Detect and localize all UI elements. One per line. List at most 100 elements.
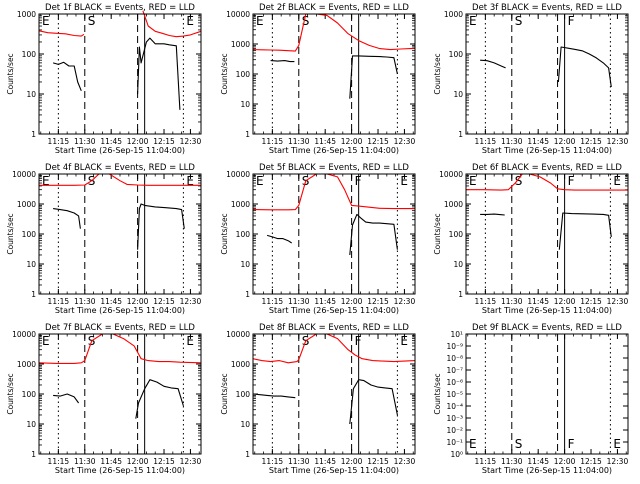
x-tick-label: 11:45 <box>314 457 336 466</box>
x-tick-label: 11:45 <box>527 297 549 306</box>
event-marker-label: F <box>355 334 362 348</box>
y-tick-label: 1 <box>245 290 250 299</box>
x-tick-label: 11:15 <box>262 137 284 146</box>
y-axis-label: Counts/sec <box>433 53 442 94</box>
y-tick-label: 100 <box>236 390 251 399</box>
y-tick-label: 10 <box>453 90 463 99</box>
chart-panel-5: Det 5f BLACK = Events, RED = LLD 1 10 100 10… <box>220 163 416 315</box>
y-tick-label: 1000 <box>231 360 250 369</box>
y-tick-label: 10⁻² <box>446 426 463 435</box>
series-events-line <box>480 59 506 69</box>
y-tick-label: 1000 <box>231 200 250 209</box>
series-events-line <box>557 46 612 88</box>
y-tick-label: 100 <box>22 230 37 239</box>
x-tick-label: 11:45 <box>527 457 549 466</box>
event-marker-label: E <box>400 174 408 188</box>
x-tick-label: 12:15 <box>367 137 389 146</box>
series-events-line <box>349 213 398 256</box>
y-tick-label: 1 <box>31 290 36 299</box>
x-tick-label: 11:30 <box>501 137 523 146</box>
x-tick-label: 11:30 <box>288 297 310 306</box>
series-events-line <box>349 379 398 425</box>
event-marker-label: F <box>355 174 362 188</box>
y-tick-label: 10000 <box>12 330 36 339</box>
chart-title: Det 9f BLACK = Events, RED = LLD <box>472 323 622 333</box>
series-events-line <box>137 37 181 110</box>
y-axis-label: Counts/sec <box>6 213 15 254</box>
x-tick-label: 12:00 <box>341 457 363 466</box>
y-tick-label: 10⁰ <box>450 450 463 459</box>
y-tick-label: 100 <box>236 230 251 239</box>
x-tick-label: 12:30 <box>394 457 416 466</box>
chart-panel-9: Det 9f BLACK = Events, RED = LLD 10⁰ 10⁻¹ 1… <box>433 323 629 475</box>
series-group <box>480 46 612 88</box>
x-axis-label: Start Time (26-Sep-15 11:04:00) <box>269 146 399 155</box>
x-tick-label: 11:30 <box>74 457 96 466</box>
plot-frame <box>252 173 416 295</box>
event-marker-label: S <box>515 14 523 28</box>
x-tick-label: 12:30 <box>607 297 629 306</box>
y-tick-label: 100 <box>449 230 464 239</box>
x-tick-label: 11:45 <box>100 137 122 146</box>
series-events-line <box>266 234 293 244</box>
series-lld-line <box>38 30 85 37</box>
x-tick-label: 12:15 <box>367 457 389 466</box>
x-tick-label: 11:15 <box>48 457 70 466</box>
x-tick-label: 11:45 <box>100 457 122 466</box>
x-tick-label: 12:00 <box>127 297 149 306</box>
x-axis-label: Start Time (26-Sep-15 11:04:00) <box>482 146 612 155</box>
chart-panel-3: Det 3f BLACK = Events, RED = LLD 1 10 100 10… <box>433 3 629 155</box>
event-marker-label: S <box>515 174 523 188</box>
y-tick-label: 1000 <box>17 360 36 369</box>
plot-frame-outline <box>38 173 202 295</box>
event-marker-label: E <box>400 334 408 348</box>
y-axis-label: Counts/sec <box>433 213 442 254</box>
x-axis: 11:15 11:30 11:45 12:00 12:15 12:30 <box>40 334 201 466</box>
x-tick-label: 11:15 <box>475 457 497 466</box>
plot-frame <box>38 173 202 295</box>
x-tick-label: 11:45 <box>100 297 122 306</box>
event-marker-label: E <box>186 334 194 348</box>
plot-frame-outline <box>465 173 629 295</box>
y-tick-label: 10 <box>26 420 36 429</box>
y-tick-label: 10 <box>26 90 36 99</box>
plot-frame-outline <box>465 333 629 455</box>
x-axis-label: Start Time (26-Sep-15 11:04:00) <box>55 306 185 315</box>
x-axis-label: Start Time (26-Sep-15 11:04:00) <box>269 466 399 475</box>
y-tick-label: 1000 <box>17 200 36 209</box>
y-tick-label: 10⁻¹ <box>446 438 463 447</box>
x-tick-label: 12:15 <box>153 457 175 466</box>
plot-frame-outline <box>252 13 416 135</box>
plot-frame-outline <box>252 173 416 295</box>
x-tick-label: 12:30 <box>394 137 416 146</box>
y-tick-label: 1 <box>31 130 36 139</box>
y-axis-label: Counts/sec <box>220 213 229 254</box>
y-tick-label: 100 <box>449 50 464 59</box>
chart-panel-2: Det 2f BLACK = Events, RED = LLD 1 10 100 10… <box>220 3 416 155</box>
x-tick-label: 12:30 <box>394 297 416 306</box>
series-group <box>39 173 201 250</box>
x-tick-label: 12:15 <box>580 457 602 466</box>
series-group <box>252 13 416 99</box>
series-events-line <box>53 208 81 229</box>
y-tick-label: 10⁻³ <box>446 414 463 423</box>
event-marker-label: E <box>469 437 477 451</box>
event-marker-label: E <box>469 14 477 28</box>
y-tick-label: 10¹ <box>450 330 463 339</box>
series-events-line <box>252 393 296 399</box>
series-events-line <box>137 203 185 250</box>
y-tick-label: 1 <box>245 130 250 139</box>
y-tick-label: 10⁻⁵ <box>446 390 463 399</box>
x-tick-label: 11:30 <box>288 137 310 146</box>
plot-frame <box>252 13 416 135</box>
series-events-line <box>53 393 80 404</box>
y-tick-label: 10⁻⁸ <box>446 354 463 363</box>
event-marker-label: E <box>186 14 194 28</box>
x-axis-label: Start Time (26-Sep-15 11:04:00) <box>269 306 399 315</box>
event-marker-label: E <box>42 14 50 28</box>
x-tick-label: 11:30 <box>501 297 523 306</box>
x-axis-label: Start Time (26-Sep-15 11:04:00) <box>482 466 612 475</box>
series-lld-line <box>252 173 415 211</box>
